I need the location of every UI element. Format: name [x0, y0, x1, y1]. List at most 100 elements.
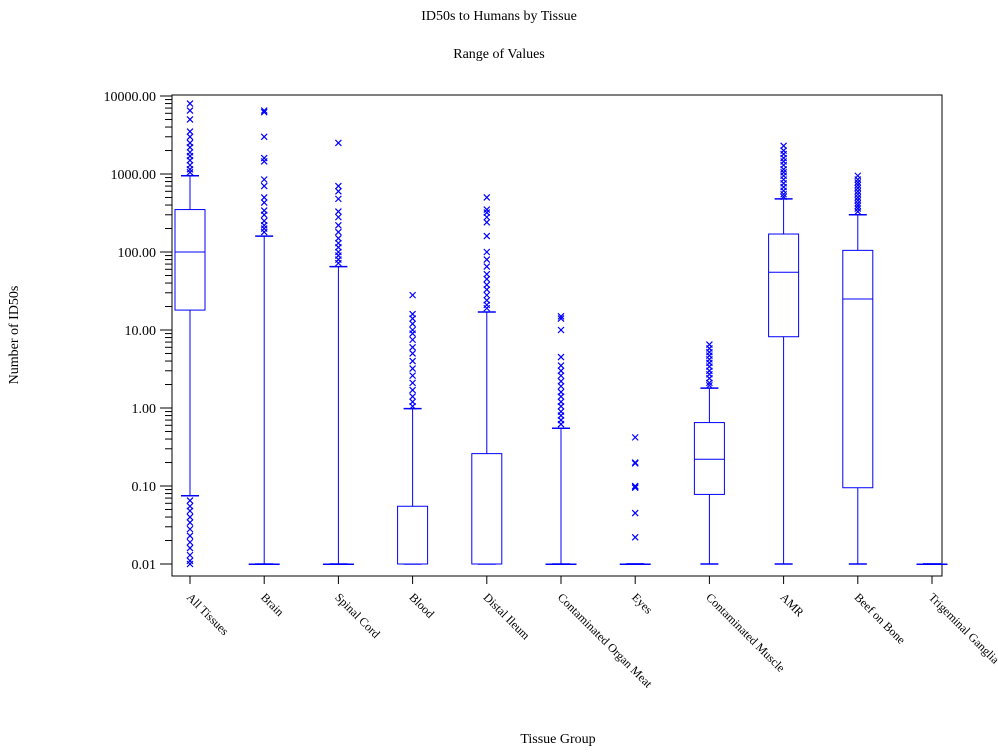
box-group	[397, 291, 429, 565]
box-group	[471, 194, 503, 565]
outlier-point	[186, 560, 194, 568]
outlier-stroke	[260, 182, 268, 190]
outlier-stroke	[409, 372, 417, 380]
outlier-stroke	[557, 362, 565, 369]
x-tick-label: Beef on Bone	[852, 590, 909, 647]
outlier-point	[631, 533, 639, 541]
outlier-point	[260, 211, 268, 219]
outlier-point	[186, 107, 194, 115]
outlier-stroke	[409, 393, 417, 401]
outlier-point	[557, 353, 565, 361]
outlier-stroke	[260, 228, 268, 236]
outlier-stroke	[334, 195, 342, 203]
outlier-stroke	[557, 377, 565, 385]
outlier-stroke	[186, 107, 194, 115]
outlier-point	[260, 157, 268, 165]
box-group	[248, 107, 280, 565]
outlier-point	[186, 513, 194, 521]
outlier-point	[557, 312, 565, 320]
outlier-point	[186, 551, 194, 559]
outlier-point	[483, 263, 491, 271]
outlier-stroke	[780, 165, 788, 173]
outlier-stroke	[854, 196, 862, 204]
outlier-stroke	[483, 286, 491, 293]
outlier-point	[186, 497, 194, 505]
box-group	[916, 563, 948, 565]
outlier-stroke	[409, 330, 417, 337]
outlier-point	[186, 557, 194, 565]
outlier-point	[186, 143, 194, 151]
box-iqr	[842, 249, 874, 489]
box-iqr	[174, 209, 206, 311]
outlier-stroke	[186, 116, 194, 123]
outlier-stroke	[186, 497, 194, 505]
outlier-point	[705, 381, 713, 389]
x-tick-label: Eyes	[629, 590, 656, 617]
box-iqr	[693, 422, 725, 495]
outlier-point	[631, 509, 639, 517]
outlier-stroke	[483, 263, 491, 271]
outlier-point	[186, 165, 194, 173]
outlier-stroke	[186, 519, 194, 526]
outlier-point	[483, 291, 491, 299]
outlier-point	[260, 107, 268, 115]
box-group	[174, 100, 206, 568]
outlier-point	[186, 128, 194, 135]
outlier-stroke	[334, 208, 342, 215]
outlier-stroke	[186, 143, 194, 151]
outlier-stroke	[186, 538, 194, 546]
outlier-point	[780, 193, 788, 201]
outlier-stroke	[854, 178, 862, 186]
outlier-stroke	[334, 228, 342, 236]
outlier-point	[483, 304, 491, 312]
x-tick-label: Spinal Cord	[332, 590, 383, 641]
outlier-point	[631, 484, 639, 492]
outlier-point	[557, 382, 565, 390]
outlier-stroke	[186, 100, 194, 107]
outlier-point	[334, 213, 342, 221]
outlier-point	[409, 402, 417, 410]
outlier-point	[557, 420, 565, 428]
outlier-point	[186, 507, 194, 515]
outlier-point	[334, 228, 342, 236]
outlier-stroke	[186, 165, 194, 173]
y-axis-label: Number of ID50s	[7, 286, 22, 385]
outlier-point	[854, 208, 862, 215]
outlier-stroke	[409, 386, 417, 394]
plot-frame	[171, 94, 943, 577]
outlier-point	[854, 178, 862, 186]
x-tick-label: Distal Ileum	[481, 590, 534, 643]
outlier-point	[409, 350, 417, 357]
outlier-point	[186, 100, 194, 107]
outlier-stroke	[186, 168, 194, 176]
outlier-point	[631, 433, 639, 441]
outlier-point	[409, 320, 417, 328]
outlier-stroke	[483, 248, 491, 256]
outlier-stroke	[186, 544, 194, 552]
outlier-point	[705, 379, 713, 387]
outlier-point	[483, 218, 491, 226]
outlier-point	[260, 154, 268, 162]
outlier-point	[334, 139, 342, 147]
outlier-point	[260, 199, 268, 207]
outlier-point	[186, 532, 194, 540]
x-tick-label: All Tissues	[184, 590, 232, 638]
outlier-point	[334, 208, 342, 215]
outlier-point	[631, 459, 639, 466]
x-tick-label: Contaminated Muscle	[703, 590, 788, 675]
outlier-stroke	[334, 139, 342, 147]
outlier-point	[334, 187, 342, 195]
outlier-point	[483, 206, 491, 213]
outlier-point	[260, 108, 268, 116]
outlier-stroke	[854, 181, 862, 189]
outlier-point	[854, 181, 862, 189]
outlier-point	[854, 187, 862, 195]
outlier-point	[260, 133, 268, 141]
outlier-stroke	[409, 315, 417, 323]
y-axis: 0.01 0.10 1.00 10.00 100.00 1000.00 10000.00	[104, 90, 172, 573]
box-group	[842, 172, 874, 565]
outlier-point	[260, 182, 268, 190]
outlier-stroke	[409, 336, 417, 344]
outlier-point	[409, 372, 417, 380]
box-group	[545, 312, 577, 565]
